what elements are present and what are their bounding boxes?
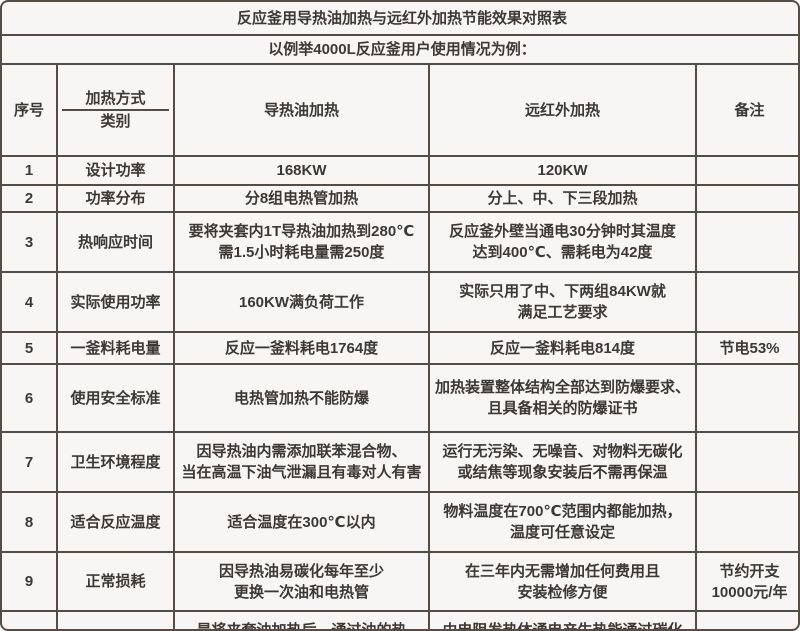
header-note: 备注 — [694, 63, 798, 157]
cell-oil: 因导热油易碳化每年至少 更换一次油和电热管 — [173, 551, 430, 612]
cell-no: 2 — [2, 184, 58, 213]
header-category: 类别 — [100, 113, 131, 130]
header-method: 加热方式 — [62, 88, 169, 111]
cell-note: 节约开支 10000元/年 — [694, 551, 798, 612]
cell-no: 3 — [2, 211, 58, 273]
table-row: 3 热响应时间 要将夹套内1T导热油加热到280℃ 需1.5小时耗电量需250度… — [2, 211, 798, 273]
table-row: 10 导热原理 是将夹套油加热后、通过油的热 量传到釜内让其物料吸热 由电阻发热… — [2, 610, 798, 629]
cell-category: 正常损耗 — [56, 551, 175, 612]
cell-infrared: 加热装置整体结构全部达到防爆要求、 且具备相关的防爆证书 — [428, 363, 697, 433]
header-row: 序号 加热方式 类别 导热油加热 远红外加热 备注 — [2, 63, 798, 157]
page-title: 反应釜用导热油加热与远红外加热节能效果对照表 — [2, 2, 798, 36]
table-row: 5 一釜料耗电量 反应一釜料耗电1764度 反应一釜料耗电814度 节电53% — [2, 331, 798, 365]
subtitle-row: 以例举4000L反应釜用户使用情况为例： — [2, 34, 798, 65]
cell-infrared: 物料温度在700℃范围内都能加热， 温度可任意设定 — [428, 491, 697, 553]
cell-note — [694, 184, 798, 213]
cell-oil: 分8组电热管加热 — [173, 184, 430, 213]
cell-category: 功率分布 — [56, 184, 175, 213]
header-no: 序号 — [2, 63, 58, 157]
cell-note: 节电53% — [694, 331, 798, 365]
page-subtitle: 以例举4000L反应釜用户使用情况为例： — [2, 34, 798, 65]
cell-no: 4 — [2, 271, 58, 333]
cell-oil: 因导热油内需添加联苯混合物、 当在高温下油气泄漏且有毒对人有害 — [173, 431, 430, 493]
cell-oil: 反应一釜料耗电1764度 — [173, 331, 430, 365]
cell-oil: 电热管加热不能防爆 — [173, 363, 430, 433]
cell-oil: 168KW — [173, 155, 430, 186]
table-row: 6 使用安全标准 电热管加热不能防爆 加热装置整体结构全部达到防爆要求、 且具备… — [2, 363, 798, 433]
cell-note — [694, 155, 798, 186]
cell-no: 8 — [2, 491, 58, 553]
header-method-category: 加热方式 类别 — [56, 63, 175, 157]
table-row: 8 适合反应温度 适合温度在300℃以内 物料温度在700℃范围内都能加热， 温… — [2, 491, 798, 553]
title-row: 反应釜用导热油加热与远红外加热节能效果对照表 — [2, 2, 798, 36]
cell-category: 导热原理 — [56, 610, 175, 629]
cell-oil: 适合温度在300℃以内 — [173, 491, 430, 553]
cell-infrared: 由电阻发热体通电产生热能通过碳化 硅远红外将热能均匀辐射到釜内物料 — [428, 610, 697, 629]
cell-category: 设计功率 — [56, 155, 175, 186]
cell-infrared: 运行无污染、无噪音、对物料无碳化 或结焦等现象安装后不需再保温 — [428, 431, 697, 493]
cell-infrared: 反应一釜料耗电814度 — [428, 331, 697, 365]
cell-category: 实际使用功率 — [56, 271, 175, 333]
cell-infrared: 在三年内无需增加任何费用且 安装检修方便 — [428, 551, 697, 612]
cell-category: 适合反应温度 — [56, 491, 175, 553]
cell-category: 一釜料耗电量 — [56, 331, 175, 365]
cell-infrared: 分上、中、下三段加热 — [428, 184, 697, 213]
cell-note — [694, 271, 798, 333]
cell-oil: 要将夹套内1T导热油加热到280℃ 需1.5小时耗电量需250度 — [173, 211, 430, 273]
table-row: 2 功率分布 分8组电热管加热 分上、中、下三段加热 — [2, 184, 798, 213]
header-oil: 导热油加热 — [173, 63, 430, 157]
table-row: 1 设计功率 168KW 120KW — [2, 155, 798, 186]
cell-no: 10 — [2, 610, 58, 629]
cell-no: 9 — [2, 551, 58, 612]
table-row: 7 卫生环境程度 因导热油内需添加联苯混合物、 当在高温下油气泄漏且有毒对人有害… — [2, 431, 798, 493]
table-row: 9 正常损耗 因导热油易碳化每年至少 更换一次油和电热管 在三年内无需增加任何费… — [2, 551, 798, 612]
header-infrared: 远红外加热 — [428, 63, 697, 157]
cell-oil: 160KW满负荷工作 — [173, 271, 430, 333]
cell-no: 6 — [2, 363, 58, 433]
cell-note — [694, 431, 798, 493]
cell-note — [694, 211, 798, 273]
cell-note — [694, 363, 798, 433]
table-row: 4 实际使用功率 160KW满负荷工作 实际只用了中、下两组84KW就 满足工艺… — [2, 271, 798, 333]
cell-infrared: 实际只用了中、下两组84KW就 满足工艺要求 — [428, 271, 697, 333]
cell-category: 卫生环境程度 — [56, 431, 175, 493]
cell-category: 使用安全标准 — [56, 363, 175, 433]
cell-oil: 是将夹套油加热后、通过油的热 量传到釜内让其物料吸热 — [173, 610, 430, 629]
cell-note — [694, 491, 798, 553]
cell-no: 7 — [2, 431, 58, 493]
cell-no: 1 — [2, 155, 58, 186]
cell-infrared: 120KW — [428, 155, 697, 186]
cell-note — [694, 610, 798, 629]
cell-category: 热响应时间 — [56, 211, 175, 273]
cell-infrared: 反应釜外壁当通电30分钟时其温度 达到400℃、需耗电为42度 — [428, 211, 697, 273]
cell-no: 5 — [2, 331, 58, 365]
